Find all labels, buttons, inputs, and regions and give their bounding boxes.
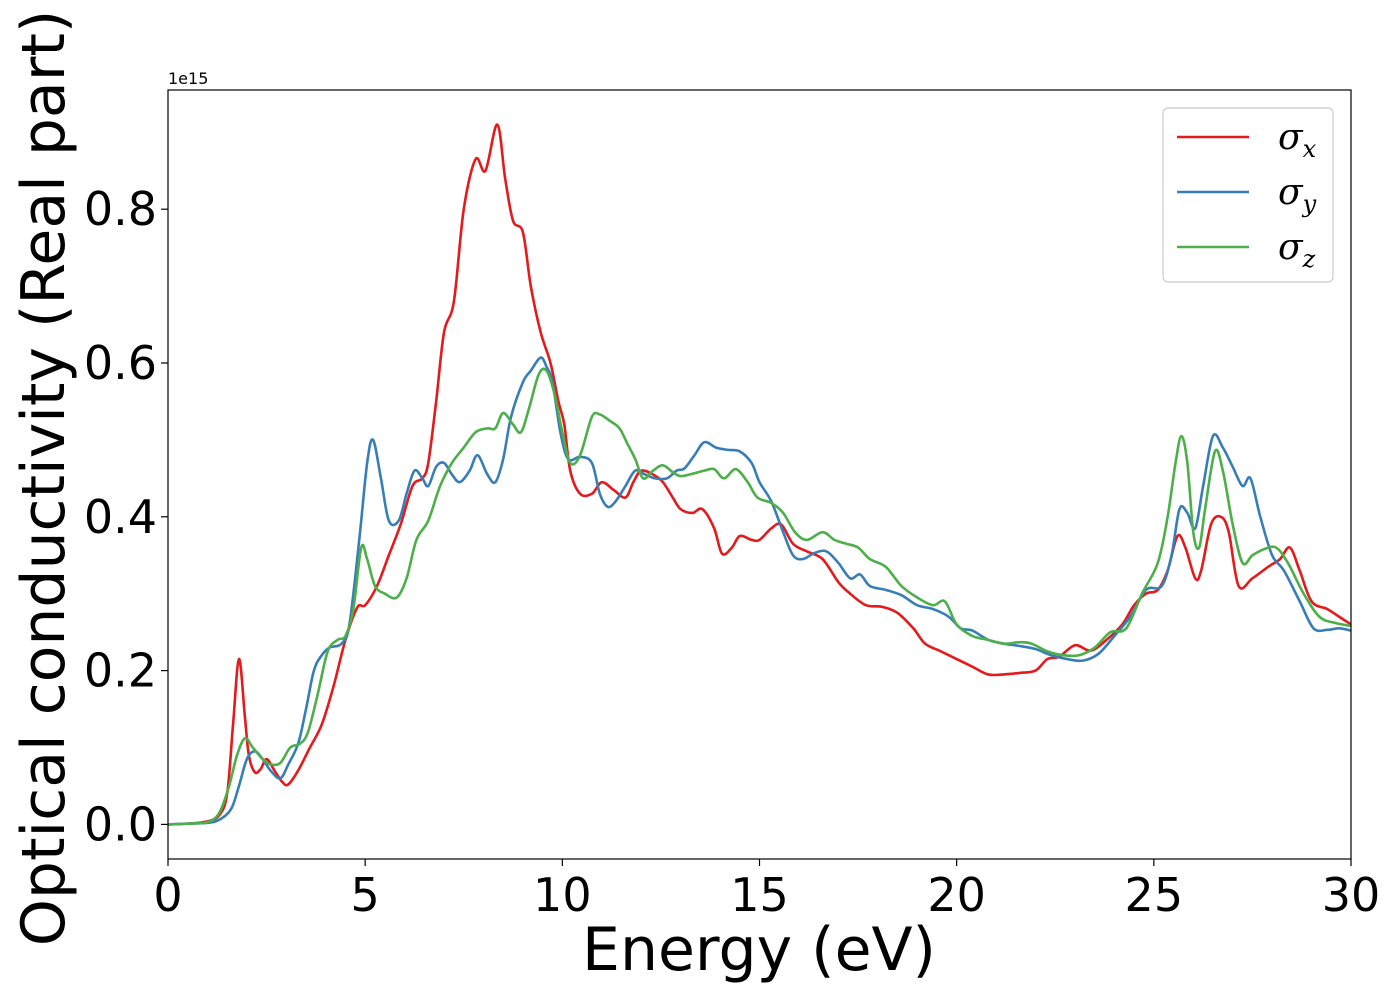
x-tick-label: 10	[533, 868, 592, 922]
x-tick-label: 20	[927, 868, 986, 922]
series-line-sigma-y	[168, 356, 1351, 826]
y-tick-label: 0.6	[84, 336, 157, 390]
legend-box	[1162, 107, 1334, 283]
x-tick-label: 15	[730, 868, 789, 922]
legend-subscript: x	[1303, 135, 1317, 163]
legend-subscript: z	[1302, 245, 1316, 273]
y-tick-label: 0.0	[84, 797, 157, 851]
x-axis: 0 5 10 15 20 25 30	[153, 859, 1380, 922]
legend-symbol: σ	[1278, 227, 1304, 268]
legend-label-sigma-z: σz	[1278, 227, 1316, 273]
y-tick-label: 0.4	[84, 490, 157, 544]
legend-label-sigma-x: σx	[1278, 117, 1317, 163]
x-axis-title: Energy (eV)	[582, 915, 936, 985]
x-tick-label: 25	[1125, 868, 1184, 922]
series-line-sigma-x	[168, 123, 1351, 826]
legend-label-sigma-y: σy	[1278, 172, 1317, 218]
y-axis: 0.0 0.2 0.4 0.6 0.8	[84, 182, 168, 851]
series-line-sigma-z	[168, 367, 1351, 826]
legend-subscript: y	[1302, 190, 1317, 218]
legend-symbol: σ	[1278, 172, 1304, 213]
y-offset-label: 1e15	[168, 69, 208, 88]
x-tick-label: 0	[153, 868, 182, 922]
x-tick-label: 5	[351, 868, 380, 922]
legend-symbol: σ	[1278, 117, 1304, 158]
y-tick-label: 0.2	[84, 644, 157, 698]
x-tick-label: 30	[1322, 868, 1381, 922]
y-tick-label: 0.8	[84, 182, 157, 236]
series-layer	[168, 123, 1351, 826]
y-axis-title: Optical conductivity (Real part)	[9, 10, 79, 947]
